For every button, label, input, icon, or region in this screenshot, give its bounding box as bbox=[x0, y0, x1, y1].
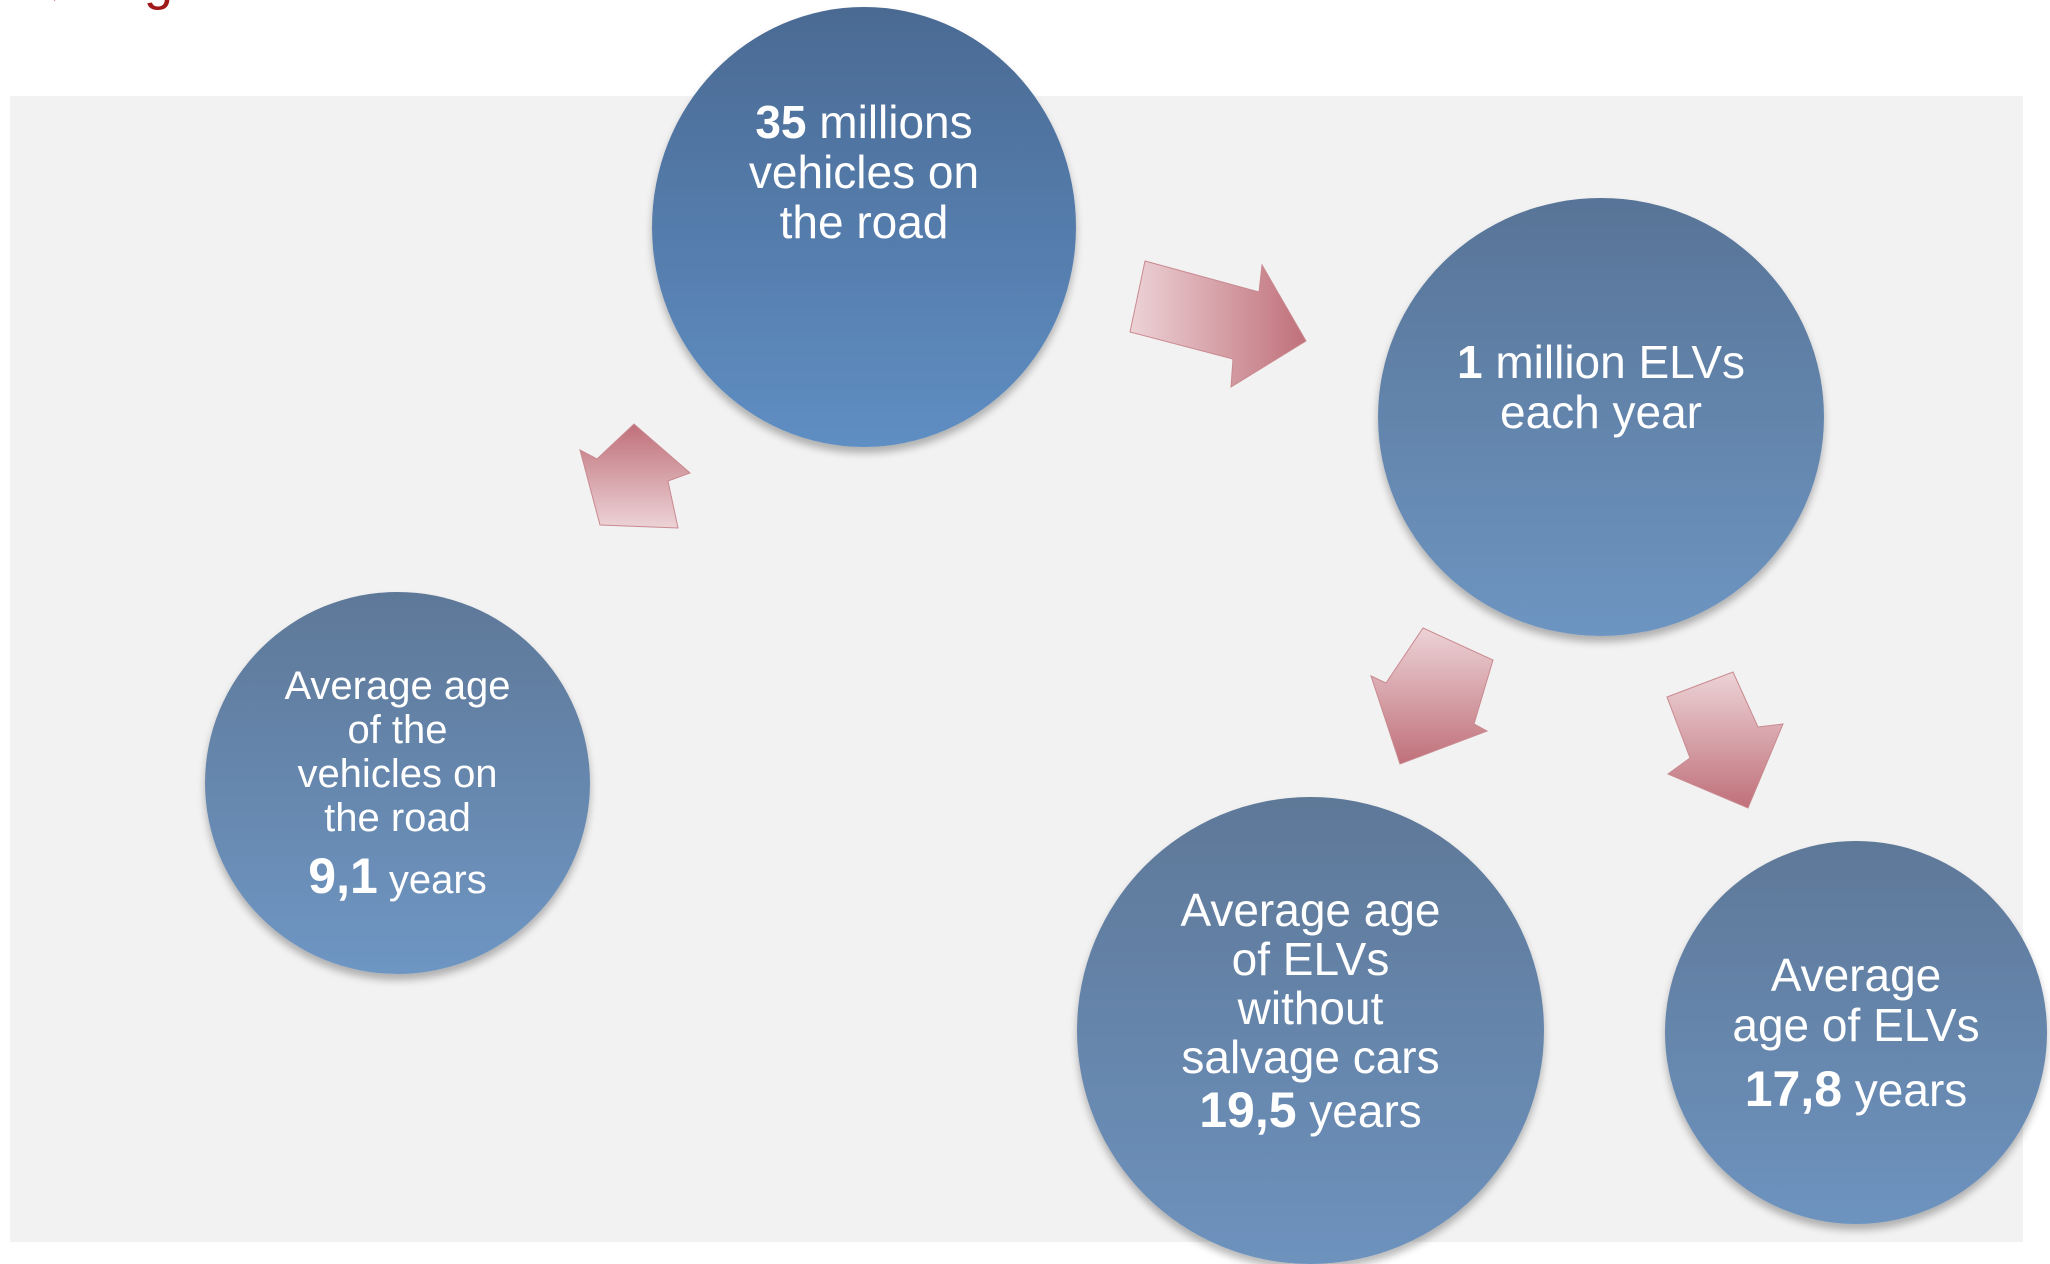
node-avg-age-road: Average age of the vehicles on the road … bbox=[205, 592, 590, 974]
node-text: age of ELVs bbox=[1732, 999, 1980, 1051]
node-value-line: 9,1 years bbox=[308, 851, 487, 902]
slide-title-glyph: g bbox=[144, 0, 173, 8]
slide-title-fragment: g bbox=[44, 0, 204, 14]
node-number: 35 bbox=[755, 96, 807, 148]
node-text: of ELVs bbox=[1231, 932, 1390, 985]
node-value: 19,5 bbox=[1199, 1081, 1297, 1138]
node-avg-age-elvs-no-salvage: Average age of ELVs without salvage cars… bbox=[1077, 797, 1544, 1264]
node-text: without bbox=[1237, 981, 1384, 1034]
node-text: million ELVs bbox=[1482, 336, 1746, 388]
node-text: Average bbox=[1770, 949, 1942, 1001]
node-unit: years bbox=[377, 858, 487, 902]
node-text: Average age bbox=[284, 664, 511, 708]
node-text: each year bbox=[1499, 386, 1702, 438]
node-value-line: 19,5 years bbox=[1199, 1084, 1422, 1137]
node-value: 9,1 bbox=[308, 848, 378, 904]
node-vehicles-on-road: 35 millions vehicles on the road bbox=[652, 7, 1076, 447]
node-elvs-per-year: 1 million ELVs each year bbox=[1378, 198, 1824, 636]
node-text: vehicles on bbox=[297, 752, 498, 796]
node-text: of the bbox=[347, 708, 448, 752]
node-text: millions bbox=[806, 96, 973, 148]
title-decoration-icon bbox=[44, 0, 57, 1]
node-line: 1 million ELVs bbox=[1457, 337, 1745, 387]
node-text: vehicles on bbox=[748, 146, 980, 198]
node-avg-age-elvs: Average age of ELVs 17,8 years bbox=[1665, 841, 2047, 1224]
node-value-line: 17,8 years bbox=[1745, 1064, 1968, 1115]
node-line: 35 millions bbox=[755, 97, 972, 147]
node-unit: years bbox=[1842, 1064, 1968, 1116]
node-text: the road bbox=[324, 796, 471, 840]
node-text: salvage cars bbox=[1181, 1030, 1440, 1083]
node-text: Average age bbox=[1180, 883, 1441, 936]
node-value: 17,8 bbox=[1744, 1061, 1843, 1117]
node-unit: years bbox=[1296, 1084, 1422, 1137]
node-text: the road bbox=[779, 196, 949, 248]
node-number: 1 bbox=[1456, 336, 1483, 388]
